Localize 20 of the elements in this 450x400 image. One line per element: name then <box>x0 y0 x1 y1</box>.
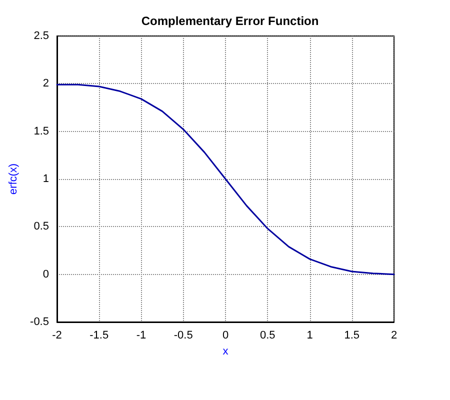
y-axis-title: erfc(x) <box>8 163 20 195</box>
y-tick-label: 0.5 <box>34 220 49 233</box>
x-tick-label: 1.5 <box>344 330 360 342</box>
chart-title: Complementary Error Function <box>141 14 319 28</box>
x-axis-title: x <box>222 345 229 358</box>
x-tick-label: 0.5 <box>260 330 276 342</box>
x-tick-label: -1 <box>136 330 146 342</box>
y-tick-label: 1 <box>42 173 49 185</box>
y-tick-label: 2.5 <box>34 30 49 42</box>
line-series <box>56 84 395 276</box>
x-tick-label: 2 <box>390 330 398 342</box>
y-tick-label: 1.5 <box>34 125 49 138</box>
y-tick-label: -0.5 <box>30 316 49 328</box>
x-tick-label: 1 <box>306 330 313 342</box>
y-tick-label: 0 <box>42 268 49 280</box>
y-tick-label: 2 <box>42 78 49 90</box>
x-tick-label: -1.5 <box>90 330 109 342</box>
x-tick-label: -2 <box>52 330 62 342</box>
x-tick-label: -0.5 <box>174 330 193 342</box>
x-tick-label: 0 <box>222 330 229 342</box>
